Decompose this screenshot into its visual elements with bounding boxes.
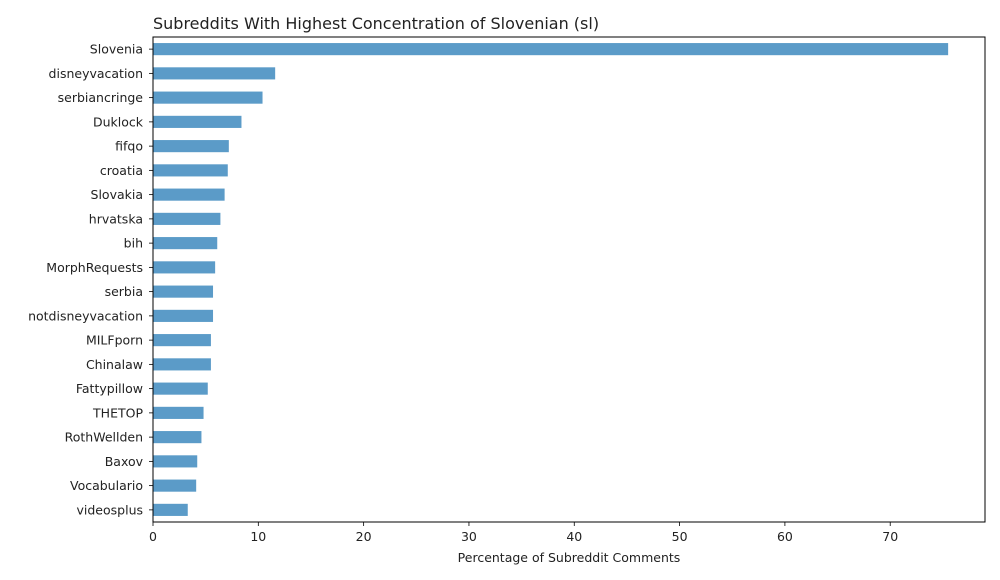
bar-Baxov <box>153 455 198 468</box>
y-tick-label: serbiancringe <box>58 90 144 105</box>
y-tick-label: Duklock <box>93 114 144 129</box>
chart-title: Subreddits With Highest Concentration of… <box>153 14 599 33</box>
bar-croatia <box>153 164 228 177</box>
x-tick-label: 0 <box>149 529 157 544</box>
y-tick-label: Fattypillow <box>76 381 143 396</box>
y-tick-label: croatia <box>100 163 143 178</box>
y-tick-label: disneyvacation <box>49 66 143 81</box>
x-tick-label: 20 <box>356 529 372 544</box>
y-tick-label: THETOP <box>92 405 143 420</box>
bar-MorphRequests <box>153 261 216 274</box>
x-tick-label: 10 <box>250 529 266 544</box>
y-tick-label: Baxov <box>105 454 144 469</box>
y-tick-label: videosplus <box>77 502 144 517</box>
y-tick-label: Slovakia <box>91 187 143 202</box>
bar-Vocabulario <box>153 479 197 492</box>
y-tick-label: RothWellden <box>65 430 143 445</box>
x-tick-label: 60 <box>777 529 793 544</box>
bars-group <box>153 43 949 516</box>
y-tick-label: serbia <box>105 284 143 299</box>
bar-fifqo <box>153 140 229 153</box>
y-tick-label: MILFporn <box>86 333 143 348</box>
bar-Duklock <box>153 115 242 128</box>
y-tick-label: Vocabulario <box>70 478 143 493</box>
y-axis: Slovenia disneyvacation serbiancringe Duklo… <box>28 42 153 517</box>
bar-RothWellden <box>153 431 202 444</box>
y-tick-label: bih <box>124 236 143 251</box>
bar-Fattypillow <box>153 382 208 395</box>
bar-bih <box>153 237 218 250</box>
bar-Slovenia <box>153 43 949 56</box>
x-tick-label: 30 <box>461 529 477 544</box>
bar-serbiancringe <box>153 91 263 104</box>
x-axis: 0 10 20 30 40 50 60 70 <box>149 522 898 544</box>
x-axis-title: Percentage of Subreddit Comments <box>458 550 681 565</box>
bar-Slovakia <box>153 188 225 201</box>
bar-THETOP <box>153 406 204 419</box>
plot-frame <box>152 36 986 523</box>
y-tick-label: Slovenia <box>90 42 143 57</box>
y-tick-label: Chinalaw <box>86 357 143 372</box>
bar-serbia <box>153 285 214 298</box>
x-tick-label: 40 <box>566 529 582 544</box>
bar-disneyvacation <box>153 67 276 80</box>
x-tick-label: 50 <box>672 529 688 544</box>
y-tick-label: fifqo <box>115 139 143 154</box>
y-tick-label: hrvatska <box>89 211 143 226</box>
y-tick-label: MorphRequests <box>46 260 143 275</box>
x-tick-label: 70 <box>882 529 898 544</box>
bar-videosplus <box>153 503 188 516</box>
bar-Chinalaw <box>153 358 211 371</box>
bar-hrvatska <box>153 212 221 225</box>
y-tick-label: notdisneyvacation <box>28 308 143 323</box>
bar-MILFporn <box>153 334 211 347</box>
bar-notdisneyvacation <box>153 309 214 322</box>
